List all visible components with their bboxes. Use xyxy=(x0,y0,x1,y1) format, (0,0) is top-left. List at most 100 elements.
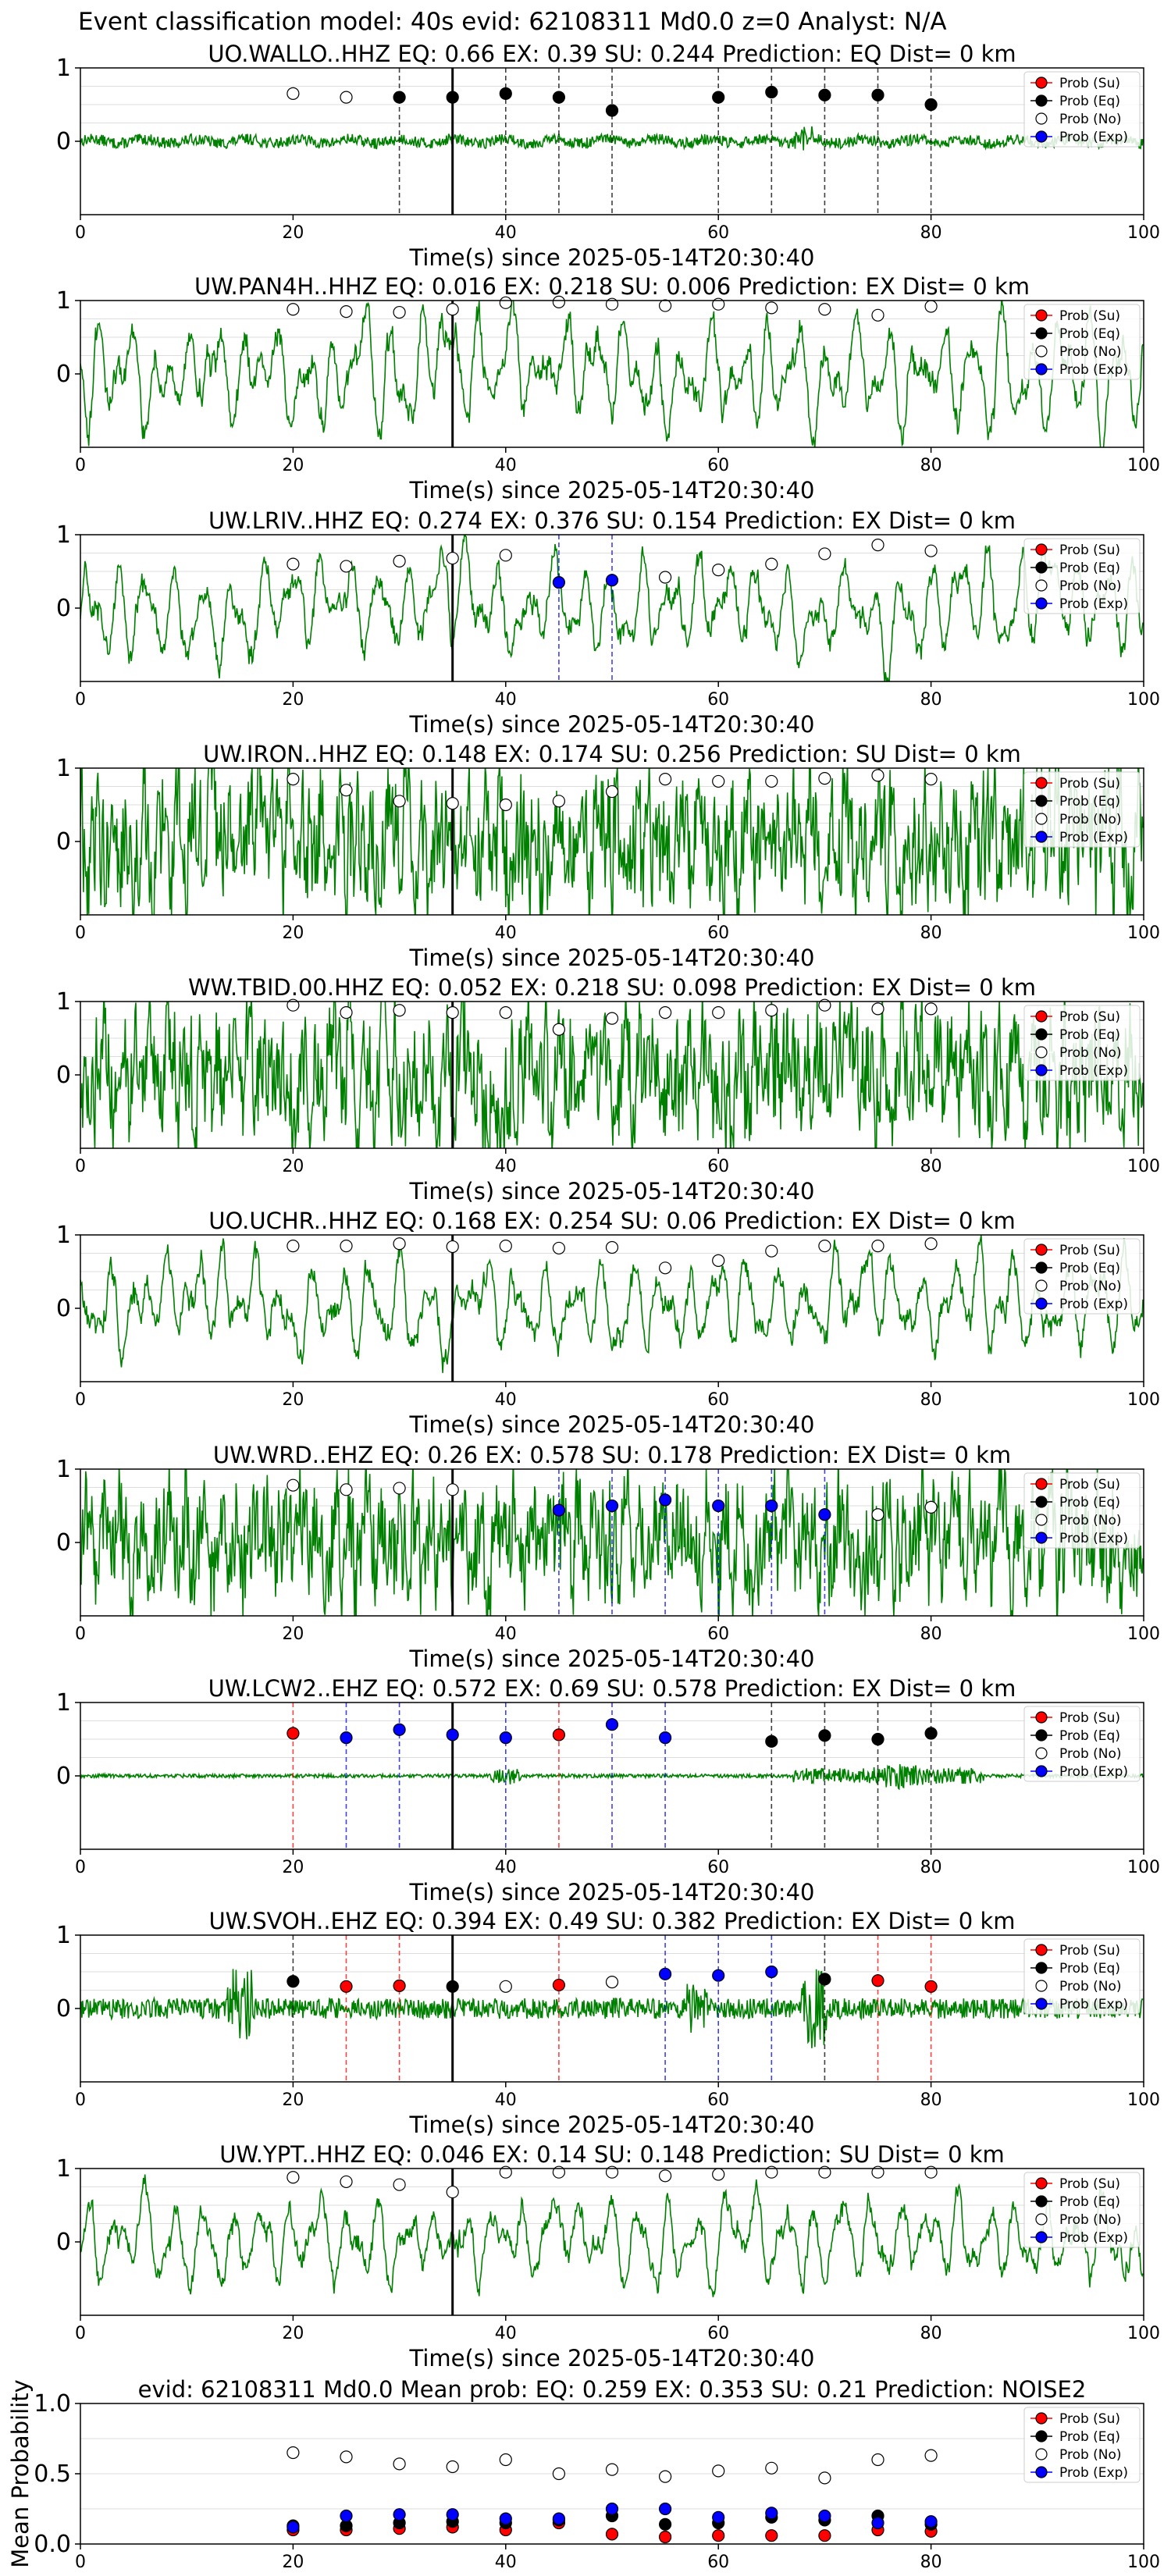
x-tick-label: 60 xyxy=(707,2553,729,2572)
prob-marker-no xyxy=(499,549,512,562)
legend-box xyxy=(1023,1938,1141,2015)
prob-marker-no xyxy=(446,551,459,565)
y-tick-label: 1 xyxy=(56,988,71,1016)
prob-marker-eq xyxy=(446,91,459,104)
prob-marker-no xyxy=(712,1005,725,1019)
prob-marker-exp xyxy=(287,2521,300,2534)
waveform-trace xyxy=(80,2174,1144,2297)
prob-marker-exp xyxy=(446,1728,459,1742)
x-axis-label: Time(s) since 2025-05-14T20:30:40 xyxy=(409,711,815,738)
x-axis-label: Time(s) since 2025-05-14T20:30:40 xyxy=(409,945,815,971)
x-tick-label: 60 xyxy=(707,690,729,710)
legend-label: Prob (Eq) xyxy=(1059,2194,1120,2210)
legend-marker xyxy=(1035,1496,1048,1508)
x-tick-label: 100 xyxy=(1127,923,1160,943)
x-axis-label: Time(s) since 2025-05-14T20:30:40 xyxy=(409,1646,815,1672)
panel-2: UW.PAN4H..HHZ EQ: 0.016 EX: 0.218 SU: 0.… xyxy=(56,273,1160,503)
panel-6: UO.UCHR..HHZ EQ: 0.168 EX: 0.254 SU: 0.0… xyxy=(56,1208,1160,1438)
prob-marker-no xyxy=(499,296,512,309)
prob-marker-no xyxy=(552,2467,566,2481)
prob-marker-no xyxy=(340,784,353,797)
legend-marker xyxy=(1035,543,1048,556)
legend-label: Prob (Su) xyxy=(1059,1710,1120,1726)
prob-marker-no xyxy=(871,1002,884,1016)
x-tick-label: 100 xyxy=(1127,1858,1160,1877)
prob-marker-exp xyxy=(552,1503,566,1517)
legend-marker xyxy=(1035,1064,1048,1076)
prob-marker-exp xyxy=(499,2512,512,2525)
prob-marker-exp xyxy=(765,1499,778,1513)
legend: Prob (Su) Prob (Eq) Prob (No) Prob (Exp) xyxy=(1023,538,1141,614)
legend-label: Prob (Su) xyxy=(1059,308,1120,324)
prob-marker-no xyxy=(765,1004,778,1017)
panel-1: UO.WALLO..HHZ EQ: 0.66 EX: 0.39 SU: 0.24… xyxy=(56,41,1160,271)
legend-marker xyxy=(1035,579,1048,592)
prob-marker-eq xyxy=(552,91,566,104)
legend: Prob (Su) Prob (Eq) Prob (No) Prob (Exp) xyxy=(1023,1472,1141,1549)
prob-marker-exp xyxy=(871,2516,884,2530)
legend-box xyxy=(1023,1472,1141,1549)
panel-title: UO.UCHR..HHZ EQ: 0.168 EX: 0.254 SU: 0.0… xyxy=(208,1208,1015,1234)
legend-label: Prob (No) xyxy=(1059,1513,1122,1528)
prob-marker-exp xyxy=(658,1493,672,1507)
prob-marker-no xyxy=(818,998,831,1012)
legend-marker xyxy=(1035,1729,1048,1742)
prob-marker-no xyxy=(605,297,619,311)
prob-marker-no xyxy=(393,795,406,808)
legend-label: Prob (Eq) xyxy=(1059,1027,1120,1043)
legend-label: Prob (No) xyxy=(1059,2447,1122,2463)
prob-marker-exp xyxy=(393,2508,406,2521)
x-tick-label: 20 xyxy=(282,1858,304,1877)
prob-marker-exp xyxy=(552,2512,566,2525)
legend-marker xyxy=(1035,327,1048,340)
prob-marker-no xyxy=(871,2453,884,2467)
legend-marker xyxy=(1035,1962,1048,1974)
y-tick-label: 1.0 xyxy=(34,2390,71,2418)
prob-marker-exp xyxy=(658,1731,672,1745)
prob-marker-eq xyxy=(712,91,725,104)
legend-marker xyxy=(1035,112,1048,125)
prob-marker-no xyxy=(446,1240,459,1254)
legend-box xyxy=(1023,771,1141,848)
prob-marker-no xyxy=(552,795,566,808)
prob-marker-eq xyxy=(871,88,884,101)
legend-label: Prob (No) xyxy=(1059,1045,1122,1061)
prob-marker-no xyxy=(924,1002,938,1016)
x-tick-label: 0 xyxy=(75,223,86,243)
waveform-trace xyxy=(80,301,1144,447)
legend: Prob (Su) Prob (Eq) Prob (No) Prob (Exp) xyxy=(1023,71,1141,148)
legend-marker xyxy=(1035,1261,1048,1274)
prob-marker-no xyxy=(658,2470,672,2483)
prob-marker-exp xyxy=(658,2502,672,2516)
x-tick-label: 20 xyxy=(282,2324,304,2343)
x-tick-label: 40 xyxy=(495,1624,517,1644)
prob-marker-no xyxy=(924,300,938,313)
prob-marker-no xyxy=(818,2165,831,2179)
y-tick-label: 0.0 xyxy=(34,2531,71,2558)
prob-marker-no xyxy=(552,2165,566,2179)
x-axis-label: Time(s) since 2025-05-14T20:30:40 xyxy=(409,2345,815,2371)
prob-marker-no xyxy=(712,297,725,311)
legend-label: Prob (Eq) xyxy=(1059,2429,1120,2445)
x-tick-label: 20 xyxy=(282,223,304,243)
legend-label: Prob (Exp) xyxy=(1059,1997,1128,2012)
legend-label: Prob (Exp) xyxy=(1059,2230,1128,2246)
x-tick-label: 100 xyxy=(1127,223,1160,243)
prob-marker-no xyxy=(499,798,512,812)
waveform-trace xyxy=(80,1002,1144,1148)
legend-marker xyxy=(1035,1711,1048,1724)
prob-marker-su xyxy=(658,2530,672,2544)
legend-marker xyxy=(1035,561,1048,574)
legend-label: Prob (No) xyxy=(1059,344,1122,360)
prob-marker-no xyxy=(818,303,831,316)
y-tick-label: 0 xyxy=(56,1763,71,1790)
prob-marker-su xyxy=(871,1974,884,1987)
x-tick-label: 60 xyxy=(707,1624,729,1644)
x-tick-label: 20 xyxy=(282,456,304,475)
prob-marker-exp xyxy=(499,1731,512,1745)
prob-marker-exp xyxy=(340,1731,353,1745)
prob-marker-no xyxy=(393,305,406,319)
prob-marker-exp xyxy=(818,2509,831,2523)
prob-marker-exp xyxy=(552,575,566,589)
legend-marker xyxy=(1035,813,1048,825)
